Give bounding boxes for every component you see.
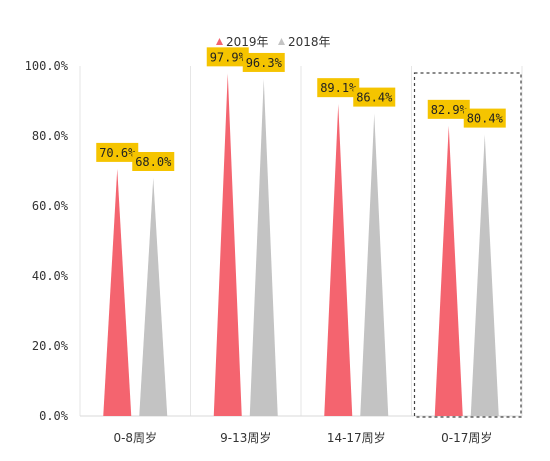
y-tick-label: 60.0% <box>32 199 69 213</box>
x-tick-label: 14-17周岁 <box>327 430 386 445</box>
data-label: 80.4% <box>467 112 504 126</box>
data-label: 70.6% <box>99 146 136 160</box>
legend-marker-2019 <box>216 38 223 45</box>
data-label: 68.0% <box>135 155 172 169</box>
y-tick-label: 40.0% <box>32 269 69 283</box>
data-label-background <box>463 108 506 128</box>
bar-2018 <box>360 113 389 416</box>
data-label: 89.1% <box>320 81 357 95</box>
legend-label: 2019年 <box>226 35 269 49</box>
data-label: 96.3% <box>246 56 283 70</box>
y-tick-label: 80.0% <box>32 129 69 143</box>
legend-marker-2018 <box>278 38 285 45</box>
highlight-box <box>413 72 522 418</box>
data-label: 82.9% <box>431 103 468 117</box>
bar-2018 <box>249 78 278 416</box>
legend: 2019年 2018年 <box>216 35 331 49</box>
data-label-background <box>132 152 175 171</box>
data-labels: 70.6%68.0% 97.9% 96.3% 89.1%86.4% 82.9%80.4% <box>96 47 522 418</box>
data-label-background <box>317 78 360 98</box>
data-label-background <box>96 142 139 162</box>
legend-label: 2018年 <box>288 35 331 49</box>
y-tick-label: 100.0% <box>25 59 69 73</box>
bar-2019 <box>103 168 132 416</box>
bar-2019 <box>213 73 242 416</box>
y-tick-label: 0.0% <box>39 409 69 423</box>
bar-2019 <box>324 104 353 417</box>
data-label: 97.9% <box>210 50 247 64</box>
data-label-background <box>427 99 470 119</box>
bar-2019 <box>434 125 463 416</box>
gridlines <box>79 66 523 416</box>
y-tick-label: 20.0% <box>32 339 69 353</box>
bar-2018 <box>470 134 499 416</box>
data-label: 86.4% <box>356 91 393 105</box>
x-tick-label: 9-13周岁 <box>220 430 271 445</box>
data-label-background <box>242 52 285 72</box>
data-label-background <box>353 87 396 107</box>
bars <box>103 73 499 417</box>
bar-2018 <box>139 178 168 416</box>
data-label-background <box>206 47 249 67</box>
x-tick-label: 0-17周岁 <box>441 430 492 445</box>
x-tick-label: 0-8周岁 <box>113 430 157 445</box>
